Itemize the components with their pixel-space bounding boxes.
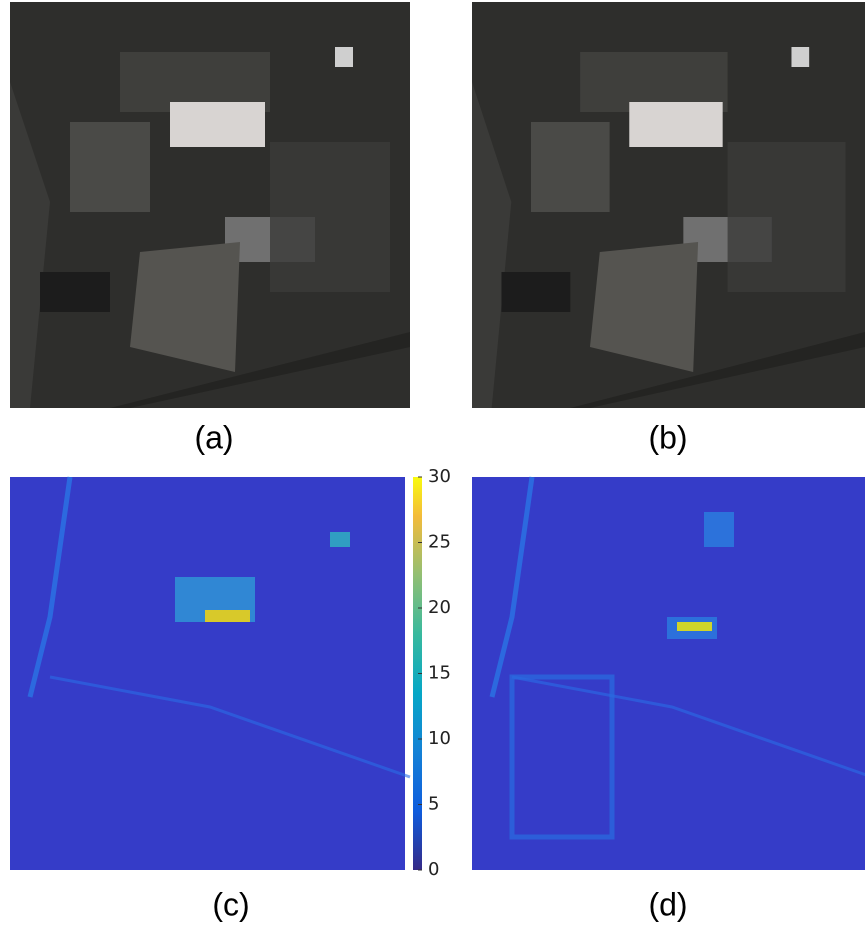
colorbar-axis: 0 5 10 15 20 25 30 (418, 466, 451, 880)
panel-label: (d) (648, 886, 687, 922)
image-b (472, 2, 865, 408)
tick-label: 15 (428, 663, 451, 684)
figure: 0 5 10 15 20 25 30 (a) (b) (c) (d) (0, 0, 865, 927)
tick-label: 30 (428, 466, 451, 487)
tick-label: 5 (428, 794, 439, 815)
panel-label: (a) (194, 419, 233, 455)
tick-label: 10 (428, 728, 451, 749)
panel-label: (c) (212, 886, 249, 922)
panel-label: (b) (648, 419, 687, 455)
tick-label: 20 (428, 597, 451, 618)
error-map-d (472, 477, 865, 870)
tick-label: 25 (428, 532, 451, 553)
tick-label: 0 (428, 859, 439, 880)
image-a (10, 2, 410, 408)
error-map-c (10, 477, 410, 870)
